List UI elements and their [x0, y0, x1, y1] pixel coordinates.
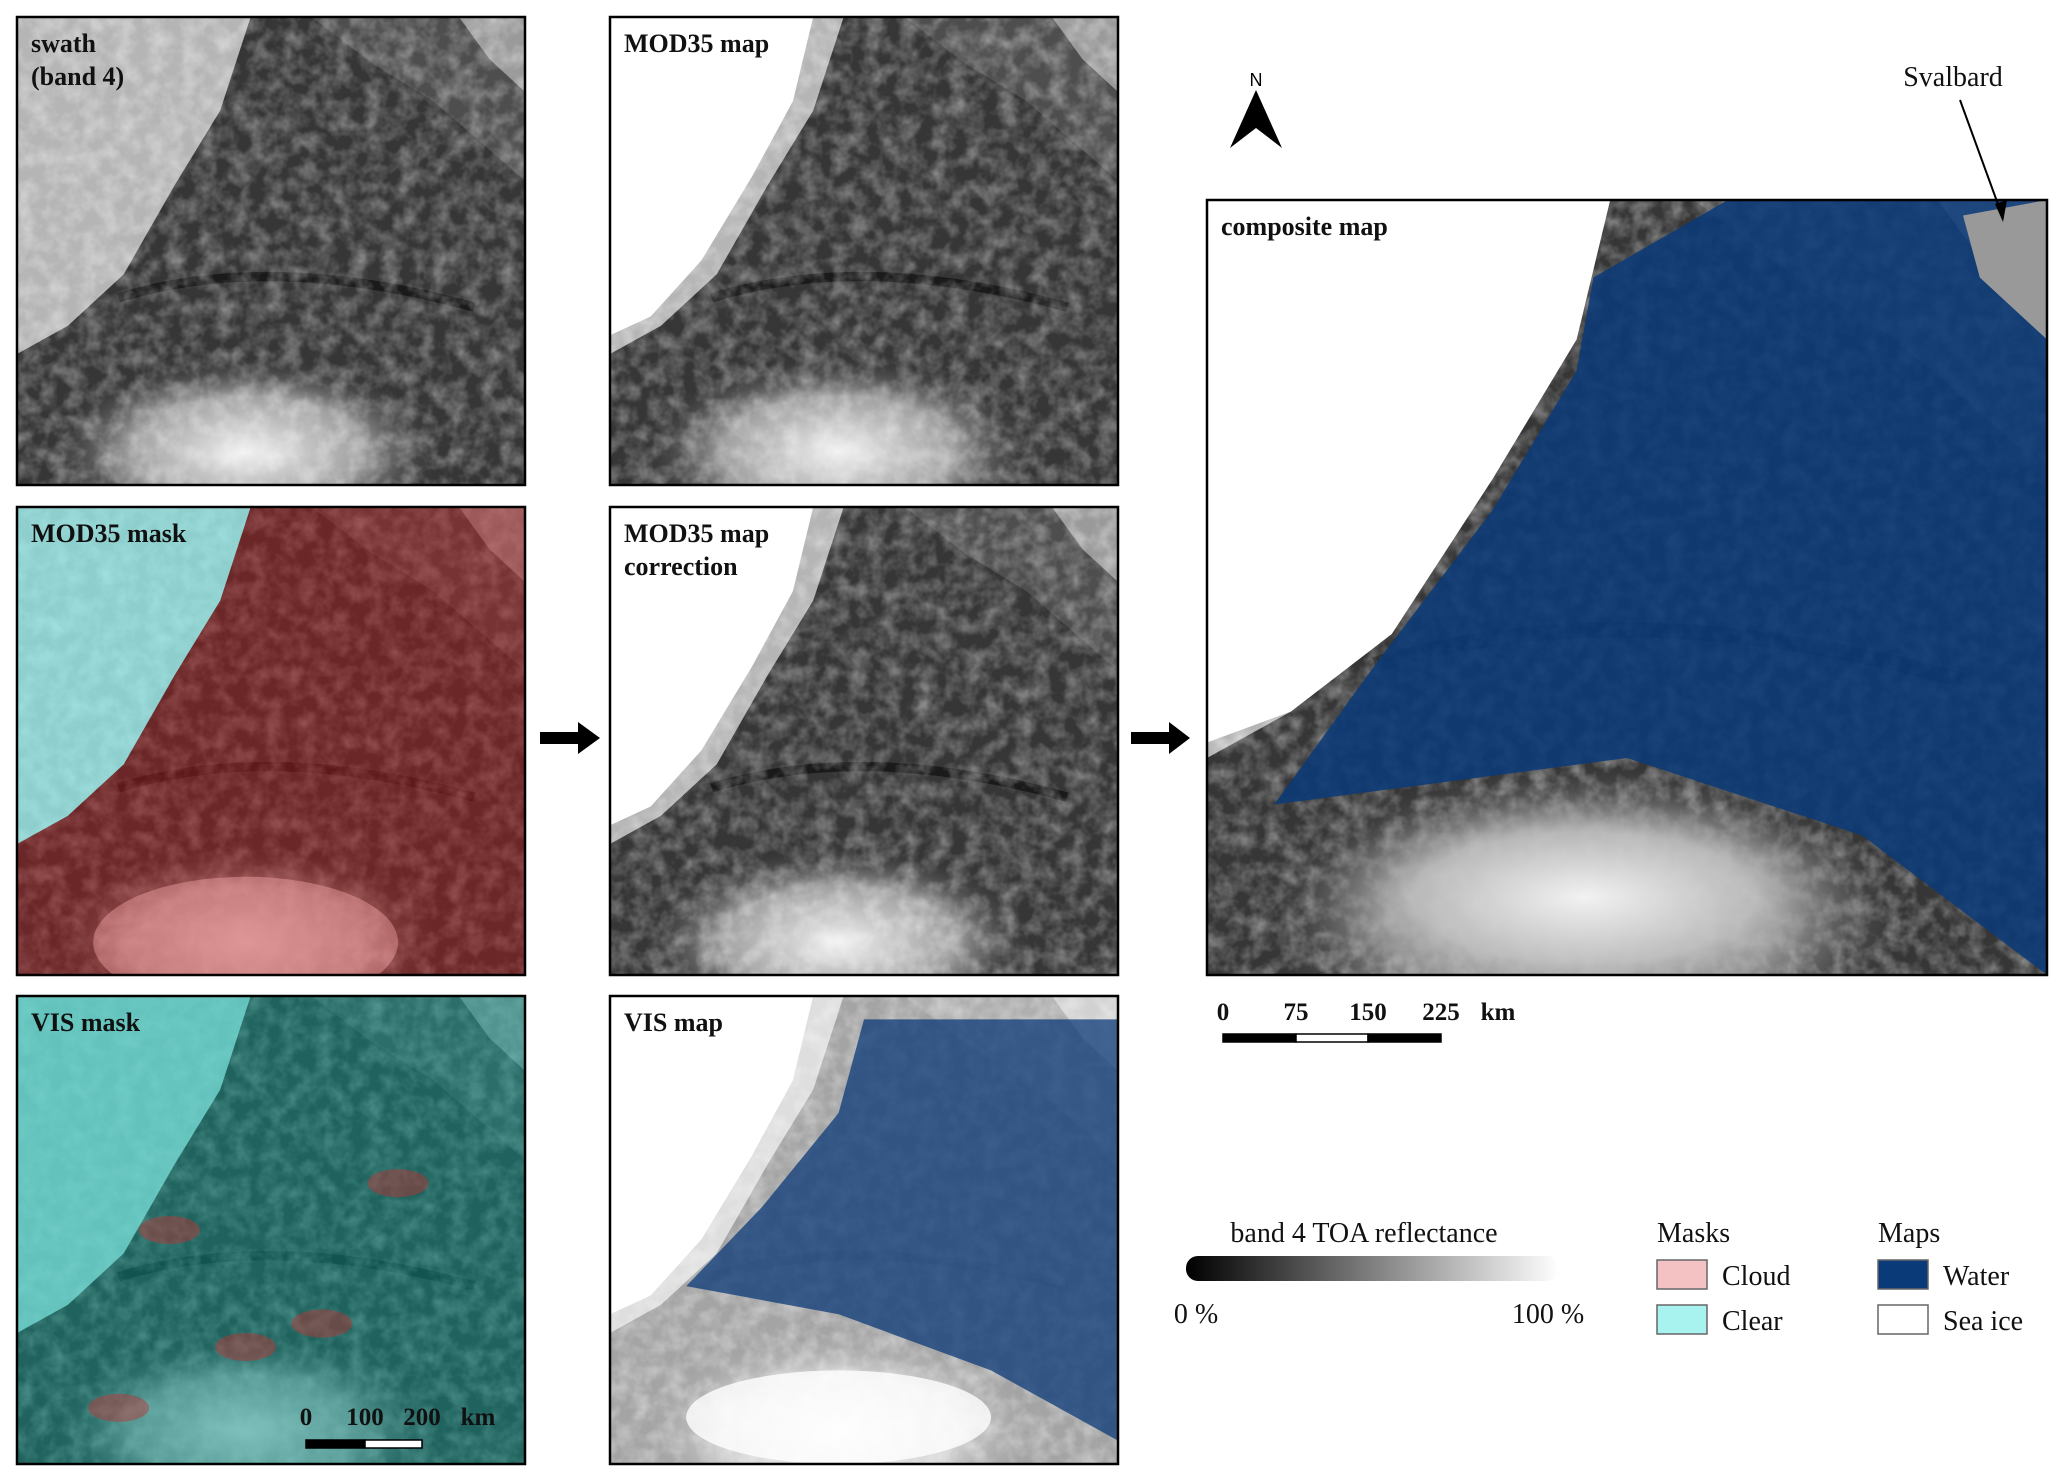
sea-ice	[610, 507, 814, 826]
scale-tick-label: 150	[1349, 999, 1387, 1026]
panel-label: MOD35 map	[624, 519, 769, 548]
legend-swatch	[1656, 1304, 1708, 1335]
scale-tick-label: 225	[1422, 999, 1460, 1026]
panel-border	[15, 15, 527, 487]
panel-label: MOD35 map	[624, 29, 769, 58]
legend-title: Maps	[1878, 1218, 1940, 1249]
cloud-mask	[215, 1332, 277, 1362]
panel-border	[608, 15, 1120, 487]
overlay	[1207, 200, 2047, 975]
cloud-mask	[138, 1215, 200, 1245]
legend-swatch	[1877, 1304, 1929, 1335]
legend-title: band 4 TOA reflectance	[1230, 1218, 1497, 1249]
panel: VIS mask	[15, 994, 527, 1466]
scale-bar: 0 100 200 km	[300, 1404, 496, 1449]
cloud-mask	[291, 1309, 353, 1338]
scale-segment	[1295, 1033, 1369, 1043]
panel-image	[17, 996, 525, 1464]
panel-label: MOD35 mask	[31, 519, 187, 548]
overlay	[17, 996, 525, 1464]
panel-border	[1205, 198, 2049, 977]
panel-image	[610, 507, 1118, 975]
clear-mask	[17, 996, 251, 1333]
cloud-mask	[93, 876, 398, 975]
water	[686, 1019, 1118, 1441]
gradient-max: 100 %	[1512, 1299, 1584, 1330]
panel-label: VIS mask	[31, 1008, 141, 1037]
panel-label: swath	[31, 29, 97, 58]
legend-swatch	[1877, 1259, 1929, 1290]
panel-label: composite map	[1221, 212, 1388, 241]
gradient-bar	[1186, 1256, 1559, 1281]
cloud	[1299, 789, 1871, 975]
cloud-mask	[17, 507, 525, 975]
gradient-min: 0 %	[1174, 1299, 1218, 1330]
panel-label: VIS map	[624, 1008, 723, 1037]
overlay	[17, 507, 525, 975]
scale-segment	[305, 1439, 366, 1449]
legend-label: Sea ice	[1943, 1306, 2023, 1337]
clear-mask	[17, 507, 251, 844]
scale-tick-label: 0	[1217, 999, 1230, 1026]
leader-line	[1959, 99, 2004, 219]
sea-ice	[686, 1370, 991, 1464]
panel-label: (band 4)	[31, 62, 124, 91]
panel: swath (band 4)	[15, 15, 527, 487]
panel: composite map	[1205, 198, 2049, 977]
scale-tick-label: 100	[346, 1404, 384, 1431]
legend-label: Water	[1943, 1261, 2010, 1292]
panel-image	[1207, 200, 2047, 975]
scale-bar: 0 75 150 225 km	[1217, 999, 1516, 1043]
scale-unit: km	[1481, 999, 1516, 1026]
scale-tick-label: 200	[403, 1404, 441, 1431]
sea-ice	[610, 17, 814, 336]
north-label: N	[1250, 70, 1263, 90]
overlay	[610, 17, 814, 336]
panel: VIS map	[608, 994, 1120, 1466]
clear-mask	[17, 996, 525, 1464]
panel-border	[15, 994, 527, 1466]
panel-image	[610, 996, 1118, 1464]
water	[1274, 200, 2047, 975]
sea-ice	[610, 996, 814, 1315]
panel-image	[17, 507, 525, 975]
overlay	[610, 996, 1118, 1464]
scale-segment	[1222, 1033, 1297, 1043]
scale-tick-label: 0	[300, 1404, 313, 1431]
scale-tick-label: 75	[1284, 999, 1309, 1026]
place-label: Svalbard	[1903, 62, 2003, 93]
panel-image	[610, 17, 1118, 485]
panel-label: correction	[624, 552, 738, 581]
texture	[17, 17, 525, 485]
overlay	[610, 507, 814, 826]
legend-title: Masks	[1657, 1218, 1730, 1249]
arrow	[1131, 722, 1190, 754]
panel-border	[15, 505, 527, 977]
cloud-mask	[367, 1169, 429, 1198]
leader-arrowhead	[1995, 200, 2007, 222]
panel-image	[17, 17, 525, 485]
panel: MOD35 map correction	[608, 505, 1120, 977]
panel: MOD35 map	[608, 15, 1120, 487]
scale-unit: km	[461, 1404, 496, 1431]
panel: MOD35 mask	[15, 505, 527, 977]
land	[1963, 200, 2047, 340]
cloud-mask	[88, 1393, 150, 1422]
legend-label: Cloud	[1722, 1261, 1790, 1292]
arrow	[540, 722, 600, 754]
north-arrow	[1230, 90, 1282, 148]
legend-label: Clear	[1722, 1306, 1783, 1337]
scale-segment	[364, 1439, 423, 1449]
sea-ice	[1207, 200, 1611, 743]
panel-border	[608, 994, 1120, 1466]
legend-swatch	[1656, 1259, 1708, 1290]
scale-segment	[1367, 1033, 1442, 1043]
panel-border	[608, 505, 1120, 977]
